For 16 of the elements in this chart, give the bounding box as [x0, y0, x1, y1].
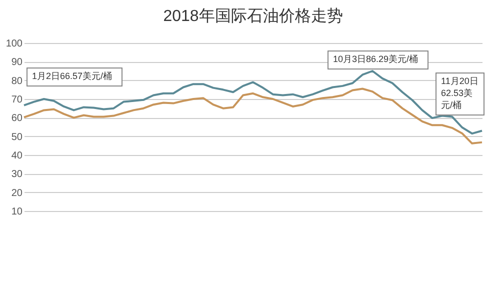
y-tick-label: 100 [6, 38, 23, 50]
y-tick-label: 30 [11, 169, 23, 180]
annotation: 11月20日62.53美元/桶 [441, 76, 478, 110]
annotation: 1月2日66.57美元/桶 [32, 71, 112, 81]
y-tick-label: 80 [11, 76, 23, 87]
y-tick-label: 10 [11, 206, 23, 218]
y-tick-label: 90 [11, 57, 23, 68]
annotation: 10月3日86.29美元/桶 [333, 54, 418, 64]
y-tick-label: 60 [11, 113, 23, 124]
y-tick-label: 70 [11, 94, 23, 106]
y-tick-label: 40 [11, 150, 23, 162]
line-series [23, 70, 483, 135]
y-tick-label: 50 [11, 132, 23, 143]
line-series [23, 88, 483, 144]
y-tick-label: 20 [11, 188, 23, 199]
chart-title: 2018年国际石油价格走势 [163, 7, 343, 25]
